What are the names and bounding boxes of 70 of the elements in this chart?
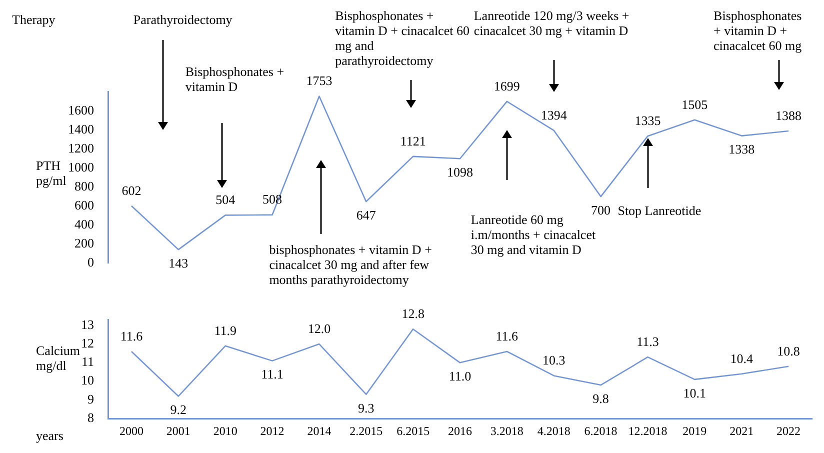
x-tick-label: 6.2015 — [396, 424, 430, 438]
x-tick-label: 4.2018 — [537, 424, 570, 438]
data-label: 1098 — [447, 164, 473, 180]
x-tick-label: 2022 — [776, 424, 801, 438]
data-label: 10.8 — [777, 343, 800, 358]
text: Parathyroidectomy — [133, 12, 232, 27]
y-tick-label: 10 — [81, 372, 94, 388]
text: Therapy — [12, 12, 56, 27]
data-label: 10.4 — [730, 350, 754, 366]
data-label: 11.1 — [261, 366, 284, 382]
text: Bisphosphonates + vitamin D + cinacalcet 60 mg — [714, 8, 803, 53]
data-label: 9.3 — [358, 400, 374, 416]
data-label: 1394 — [540, 107, 568, 122]
x-tick-label: 2019 — [682, 424, 707, 438]
data-label: 11.6 — [120, 328, 144, 344]
data-label: 1505 — [682, 96, 708, 112]
annotation: Stop Lanreotide — [618, 203, 702, 218]
y-axis-title: PTH pg/ml — [36, 158, 66, 188]
y-tick-label: 11 — [81, 354, 94, 370]
x-tick-label: 2014 — [307, 424, 332, 438]
y-tick-label: 0 — [88, 254, 94, 270]
x-tick-label: 2016 — [448, 424, 472, 438]
y-tick-label: 200 — [74, 236, 94, 251]
data-label: 1121 — [400, 133, 426, 148]
data-label: 11.6 — [496, 328, 519, 344]
annotation: Bisphosphonates + vitamin D — [185, 64, 286, 94]
data-label: 12.0 — [308, 320, 331, 336]
x-tick-label: 2012 — [260, 424, 284, 438]
x-tick-label: 2000 — [119, 424, 144, 438]
y-tick-label: 8 — [88, 410, 94, 426]
data-label: 10.3 — [542, 352, 566, 368]
data-label: 1338 — [728, 142, 755, 157]
annotation: bisphosphonates + vitamin D + cinacalcet 30 mg and after few months parathyroidectomy — [269, 242, 433, 287]
data-label: 1388 — [776, 108, 802, 123]
data-label: 1699 — [494, 78, 520, 94]
x-tick-label: 12.2018 — [628, 424, 668, 438]
data-label: 11.0 — [448, 368, 472, 384]
text: Lanreotide 120 mg/3 weeks + cinacalcet 30 mg + vitamin D — [474, 8, 630, 38]
data-label: 647 — [356, 208, 376, 223]
x-tick-label: 2.2015 — [350, 424, 383, 438]
y-tick-label: 9 — [88, 391, 94, 406]
y-tick-label: 1600 — [68, 102, 94, 118]
data-label: 143 — [168, 256, 188, 271]
data-label: 1753 — [306, 73, 332, 88]
x-tick-label: 3.2018 — [490, 424, 524, 438]
data-label: 12.8 — [402, 306, 424, 322]
data-label: 1335 — [634, 113, 661, 128]
data-label: 10.1 — [683, 385, 706, 400]
y-tick-label: 1400 — [68, 121, 94, 136]
y-tick-label: 600 — [74, 197, 94, 212]
y-tick-label: 1200 — [68, 140, 94, 156]
x-axis-title: years — [36, 428, 64, 443]
data-label: 9.2 — [170, 402, 187, 418]
x-tick-label: 2010 — [213, 424, 238, 438]
data-label: 700 — [591, 202, 611, 218]
data-label: 11.3 — [636, 334, 659, 350]
x-tick-label: 2021 — [730, 424, 754, 438]
y-tick-label: 400 — [74, 216, 94, 232]
data-label: 602 — [122, 182, 142, 198]
x-tick-label: 2001 — [166, 424, 190, 438]
y-tick-label: 1000 — [68, 159, 94, 174]
data-label: 11.9 — [214, 322, 236, 338]
x-tick-label: 6.2018 — [584, 424, 618, 438]
text: Bisphosphonates + vitamin D + cinacalcet 60 mg and parathyroidectomy — [335, 8, 470, 68]
y-tick-label: 800 — [74, 178, 94, 194]
y-axis-title: Calcium mg/dl — [36, 343, 80, 373]
y-tick-label: 13 — [81, 316, 94, 332]
y-tick-label: 12 — [81, 335, 94, 350]
data-label: 9.8 — [592, 390, 609, 406]
data-label: 504 — [216, 192, 236, 208]
